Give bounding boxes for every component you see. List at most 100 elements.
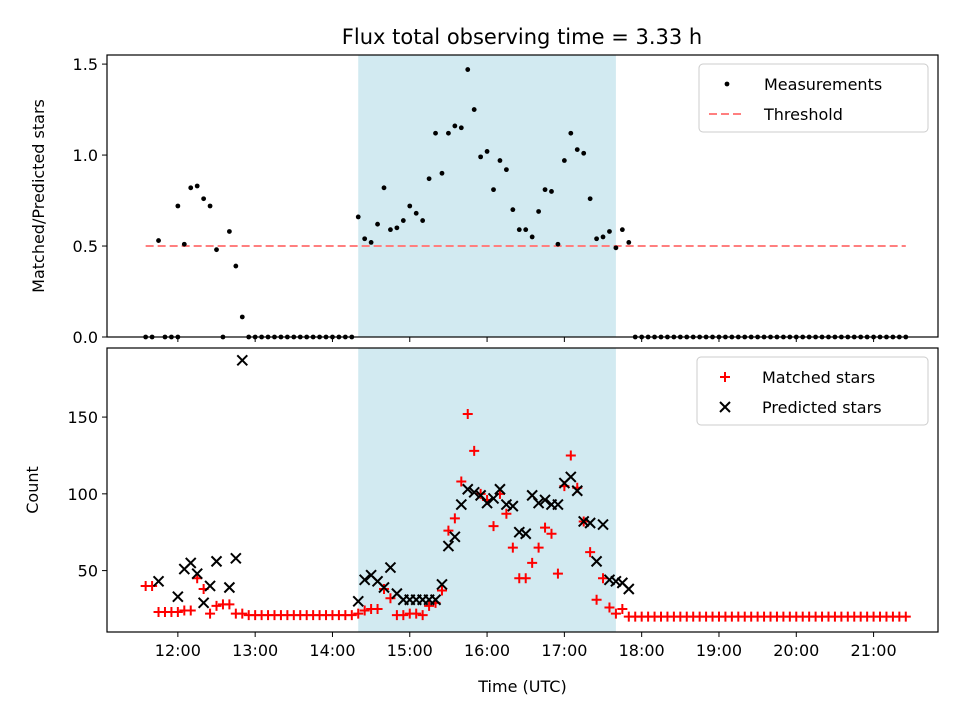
data-point xyxy=(205,608,216,619)
y-tick-label: 150 xyxy=(67,408,98,427)
data-point xyxy=(388,227,393,233)
data-point xyxy=(398,610,409,621)
legend-box xyxy=(698,63,929,133)
data-point xyxy=(152,575,165,588)
data-point xyxy=(591,594,602,605)
data-point xyxy=(590,555,603,568)
data-point xyxy=(362,236,368,242)
data-point xyxy=(494,483,506,495)
data-point xyxy=(426,176,432,182)
data-point xyxy=(539,494,551,506)
data-point xyxy=(214,247,219,253)
series-predicted-stars xyxy=(152,354,635,609)
data-point xyxy=(417,610,428,621)
data-point xyxy=(226,229,232,234)
y-tick-label: 50 xyxy=(78,562,98,581)
data-point xyxy=(507,500,519,512)
data-point xyxy=(507,542,518,553)
data-point xyxy=(475,488,486,499)
data-point xyxy=(358,574,371,586)
x-tick-label: 14:00 xyxy=(309,641,355,660)
data-point xyxy=(584,517,596,529)
data-point xyxy=(413,210,419,216)
data-point xyxy=(487,492,500,505)
data-point xyxy=(233,263,239,269)
y-tick-label: 0.5 xyxy=(73,237,98,256)
data-point xyxy=(462,409,473,420)
data-point xyxy=(594,236,599,242)
data-point xyxy=(452,123,458,129)
x-tick-label: 16:00 xyxy=(464,641,510,660)
x-tick-label: 12:00 xyxy=(155,641,201,660)
data-point xyxy=(455,498,468,511)
data-point xyxy=(568,130,574,136)
data-point xyxy=(378,581,390,594)
data-point xyxy=(191,567,203,580)
data-point xyxy=(623,583,635,595)
y-tick-label: 1.5 xyxy=(73,55,98,74)
data-point xyxy=(462,483,474,495)
data-point xyxy=(532,497,545,509)
data-point xyxy=(439,170,445,176)
x-tick-label: 21:00 xyxy=(851,641,897,660)
data-point xyxy=(207,203,213,209)
legend: Measurements Threshold xyxy=(698,63,929,133)
data-point xyxy=(239,314,245,320)
observing-window-span xyxy=(358,348,616,632)
data-point xyxy=(516,227,522,233)
data-point xyxy=(529,234,535,240)
data-point xyxy=(581,150,587,156)
data-point xyxy=(510,207,516,213)
data-point xyxy=(224,599,235,610)
data-point xyxy=(555,241,561,247)
data-point xyxy=(385,593,396,604)
x-tick-label: 17:00 xyxy=(541,641,587,660)
data-point xyxy=(619,227,625,233)
data-point xyxy=(210,555,223,568)
data-point xyxy=(617,603,628,614)
data-point xyxy=(446,130,451,136)
data-point xyxy=(536,209,542,214)
data-point xyxy=(468,486,480,499)
data-point xyxy=(481,497,493,509)
data-point xyxy=(194,183,200,189)
data-point xyxy=(600,234,606,240)
data-point xyxy=(424,600,435,611)
data-point xyxy=(443,525,454,536)
data-point xyxy=(394,225,400,231)
legend: Matched stars Predicted stars xyxy=(696,356,929,426)
legend-label: Predicted stars xyxy=(762,398,882,417)
x-tick-label: 18:00 xyxy=(619,641,665,660)
data-point xyxy=(597,518,609,531)
legend-label: Measurements xyxy=(764,75,882,94)
data-point xyxy=(436,578,448,591)
x-tick-label: 19:00 xyxy=(696,641,742,660)
top-panel: 0.0 0.5 1.0 1.5 Matched/Predicted stars Measu… xyxy=(29,54,939,347)
data-point xyxy=(607,229,612,234)
data-point xyxy=(147,580,158,591)
data-point xyxy=(587,196,593,202)
data-point xyxy=(381,185,387,191)
data-point xyxy=(465,67,471,72)
series-measurements xyxy=(143,67,909,340)
legend-marker-predicted xyxy=(719,401,731,413)
data-point xyxy=(359,605,370,616)
data-point xyxy=(204,580,216,592)
chart-title: Flux total observing time = 3.33 h xyxy=(342,25,702,49)
data-point xyxy=(549,189,554,194)
x-tick-label: 15:00 xyxy=(387,641,433,660)
data-point xyxy=(533,542,544,553)
data-point xyxy=(355,214,361,220)
data-point xyxy=(527,557,538,568)
data-point xyxy=(156,238,161,243)
data-point xyxy=(449,513,460,524)
axes-frame xyxy=(106,54,939,338)
data-point xyxy=(436,585,447,596)
axes-frame xyxy=(106,347,939,633)
data-point xyxy=(384,561,397,574)
data-point xyxy=(346,610,357,621)
data-point xyxy=(540,522,551,533)
data-point xyxy=(571,485,583,497)
data-point xyxy=(626,239,632,245)
y-tick-label: 100 xyxy=(67,485,98,504)
